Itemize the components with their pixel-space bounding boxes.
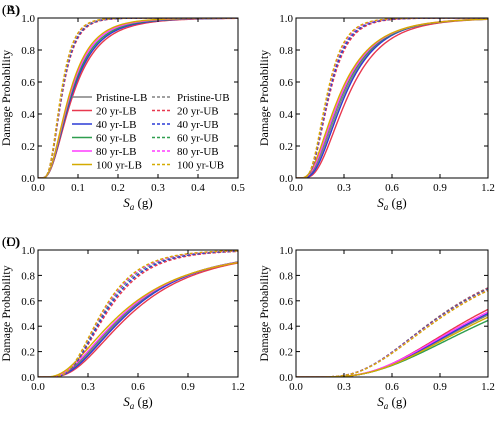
y-tick-label: 0.2 [21,141,35,153]
panel-c: (C) 0.0 0.3 0.6 0.9 1.2 0.0 0.2 0.4 0.6 0.8 1.0 Sa (… [0,234,245,411]
x-axis-label: Sa (g) [123,195,152,212]
curves [296,287,488,377]
panel-b: (B) 0.0 0.3 0.6 0.9 1.2 0.0 0.2 0.4 0.6 0.8 1.0 Sa (… [2,2,495,212]
x-axis-label: Sa (g) [377,394,406,411]
legend-entry: Pristine-LB [96,92,147,104]
y-tick-label: 0.2 [279,141,293,153]
x-tick-label: 0.9 [433,381,447,393]
x-tick-label: 0.6 [385,182,399,194]
series-line [38,261,238,377]
x-axis-label: Sa (g) [123,394,152,411]
x-tick-label: 0.2 [111,182,125,194]
panel-d: (D) 0.0 0.3 0.6 0.9 1.2 0.0 0.2 0.4 0.6 0.8 1.0 Sa (… [2,234,495,411]
x-tick-label: 0.3 [151,182,165,194]
x-tick-label: 1.2 [231,381,245,393]
x-tick-label: 0.0 [289,182,303,194]
y-tick-label: 0.4 [279,109,293,121]
y-tick-label: 0.2 [279,347,293,359]
y-tick-label: 0.8 [279,45,293,57]
y-tick-label: 1.0 [21,245,35,257]
y-tick-label: 0.6 [21,77,35,89]
panel-label: (C) [2,234,19,249]
plot-frame [37,17,239,179]
x-tick-label: 0.3 [81,381,95,393]
series-line [38,261,238,377]
y-tick-label: 0.0 [21,173,35,185]
y-axis-label: Damage Probability [257,265,271,361]
legend-entry: 100 yr-LB [96,160,142,172]
y-tick-label: 0.4 [21,321,35,333]
y-tick-label: 1.0 [279,13,293,25]
legend-entry: 80 yr-UB [177,146,219,158]
x-tick-label: 0.0 [289,381,303,393]
y-tick-label: 0.8 [279,270,293,282]
legend-entry: 60 yr-UB [177,133,219,145]
series-line [38,261,238,377]
legend-entry: 40 yr-UB [177,119,219,131]
y-tick-label: 0.8 [21,45,35,57]
legend-entry: 60 yr-LB [96,133,136,145]
series-line [296,312,488,377]
series-line [38,262,238,377]
y-tick-label: 0.6 [279,77,293,89]
y-tick-label: 0.0 [279,372,293,384]
panel-label: (B) [2,2,19,17]
panel-label: (D) [2,234,20,249]
legend-entry: 40 yr-LB [96,119,136,131]
series-line [38,261,238,377]
x-tick-label: 0.0 [31,381,45,393]
y-tick-label: 0.6 [21,296,35,308]
x-tick-label: 0.9 [433,182,447,194]
y-tick-label: 0.4 [279,321,293,333]
x-tick-label: 1.2 [481,381,495,393]
legend-entry: Pristine-UB [177,92,230,104]
legend-entry: 80 yr-LB [96,146,136,158]
legend-entry: 20 yr-UB [177,106,219,118]
y-axis-label: Damage Probability [0,265,13,361]
y-axis-label: Damage Probability [0,50,13,146]
y-tick-label: 0.4 [21,109,35,121]
y-tick-label: 0.2 [21,347,35,359]
y-tick-label: 0.0 [279,173,293,185]
series-line [38,261,238,377]
series-line [296,316,488,377]
x-tick-label: 0.3 [337,182,351,194]
x-tick-label: 0.9 [181,381,195,393]
y-tick-label: 0.6 [279,296,293,308]
series-line [296,18,488,178]
y-tick-label: 0.8 [21,270,35,282]
series-line [296,18,488,178]
series-line [296,18,488,178]
plot-frame [295,249,489,378]
legend-entry: 100 yr-UB [177,160,224,172]
y-axis-label: Damage Probability [257,50,271,146]
curves [38,250,238,377]
panel-a: (A) 0.0 0.1 0.2 0.3 0.4 0.5 0.0 0.2 0.4 0.6 0.8 1.0 S… [0,2,245,212]
x-tick-label: 0.1 [71,182,85,194]
panel-label: (A) [2,2,20,17]
curves [296,18,488,178]
x-tick-label: 0.3 [337,381,351,393]
x-axis-label: Sa (g) [377,195,406,212]
y-tick-label: 0.0 [21,372,35,384]
series-line [38,250,238,377]
legend-entry: 20 yr-LB [96,106,136,118]
x-tick-label: 0.0 [31,182,45,194]
x-tick-label: 0.6 [385,381,399,393]
series-line [296,311,488,377]
series-line [296,308,488,377]
x-tick-label: 0.6 [131,381,145,393]
y-tick-label: 1.0 [279,245,293,257]
x-tick-label: 1.2 [481,182,495,194]
x-tick-label: 0.4 [191,182,205,194]
x-tick-label: 0.5 [231,182,245,194]
y-tick-label: 1.0 [21,13,35,25]
